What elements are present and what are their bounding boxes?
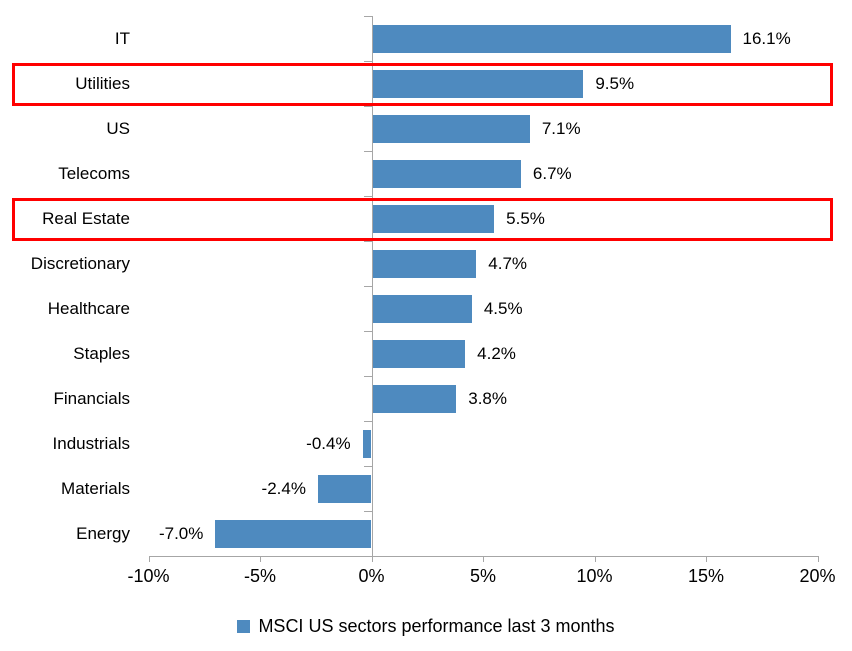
value-tick: [149, 556, 150, 562]
bar: [371, 204, 495, 233]
value-label: 3.8%: [468, 389, 507, 408]
highlight-box: [12, 198, 833, 241]
bar: [215, 519, 372, 548]
category-tick: [364, 61, 372, 62]
highlight-box: [12, 63, 833, 106]
bar: [362, 429, 372, 458]
category-tick: [364, 466, 372, 467]
category-tick: [364, 196, 372, 197]
category-tick: [364, 421, 372, 422]
bar: [371, 24, 731, 53]
category-label: Industrials: [52, 434, 130, 453]
bar: [371, 339, 466, 368]
category-tick: [364, 241, 372, 242]
value-label: 4.7%: [488, 254, 528, 273]
value-tick: [372, 556, 373, 562]
category-axis-line: [372, 16, 373, 562]
category-tick: [364, 16, 372, 17]
value-tick-label: 5%: [469, 566, 496, 586]
bar: [371, 159, 521, 188]
value-label: 4.5%: [483, 299, 523, 318]
value-label: 5.5%: [506, 209, 545, 228]
bar: [371, 114, 530, 143]
value-tick: [483, 556, 484, 562]
category-label: Real Estate: [42, 209, 130, 228]
bar: [371, 69, 584, 98]
category-label: Telecoms: [58, 164, 130, 183]
value-label: -2.4%: [261, 479, 306, 498]
category-tick: [364, 511, 372, 512]
category-label: Healthcare: [47, 299, 130, 318]
value-label: 4.2%: [477, 344, 516, 363]
value-tick: [595, 556, 596, 562]
category-tick: [364, 151, 372, 152]
category-label: Discretionary: [30, 254, 130, 273]
category-label: Energy: [76, 524, 130, 543]
value-label: 6.7%: [532, 164, 572, 183]
bar: [371, 384, 457, 413]
category-label: Financials: [53, 389, 130, 408]
value-label: 9.5%: [595, 74, 635, 93]
value-tick-label: -5%: [243, 566, 276, 586]
bar: [371, 249, 477, 278]
value-tick: [818, 556, 819, 562]
legend-label: MSCI US sectors performance last 3 month…: [258, 615, 615, 636]
value-tick-label: 10%: [576, 566, 613, 586]
value-tick-label: 15%: [687, 566, 725, 586]
value-tick-label: 0%: [358, 566, 385, 586]
value-tick-label: 20%: [799, 566, 836, 586]
category-label: US: [106, 119, 130, 138]
category-label: IT: [114, 29, 130, 48]
category-tick: [364, 376, 372, 377]
category-tick: [364, 286, 372, 287]
bar: [371, 294, 472, 323]
legend: MSCI US sectors performance last 3 month…: [0, 610, 852, 642]
category-tick: [364, 331, 372, 332]
value-tick-label: -10%: [127, 566, 170, 586]
value-label: -7.0%: [158, 524, 204, 543]
value-label: 7.1%: [541, 119, 581, 138]
value-label: 16.1%: [742, 29, 791, 48]
value-tick: [706, 556, 707, 562]
category-label: Utilities: [75, 74, 130, 93]
category-label: Materials: [61, 479, 130, 498]
category-tick: [364, 106, 372, 107]
value-label: -0.4%: [306, 434, 351, 453]
category-label: Staples: [73, 344, 130, 363]
legend-marker-square: [237, 619, 251, 633]
bar: [317, 474, 372, 503]
value-tick: [260, 556, 261, 562]
